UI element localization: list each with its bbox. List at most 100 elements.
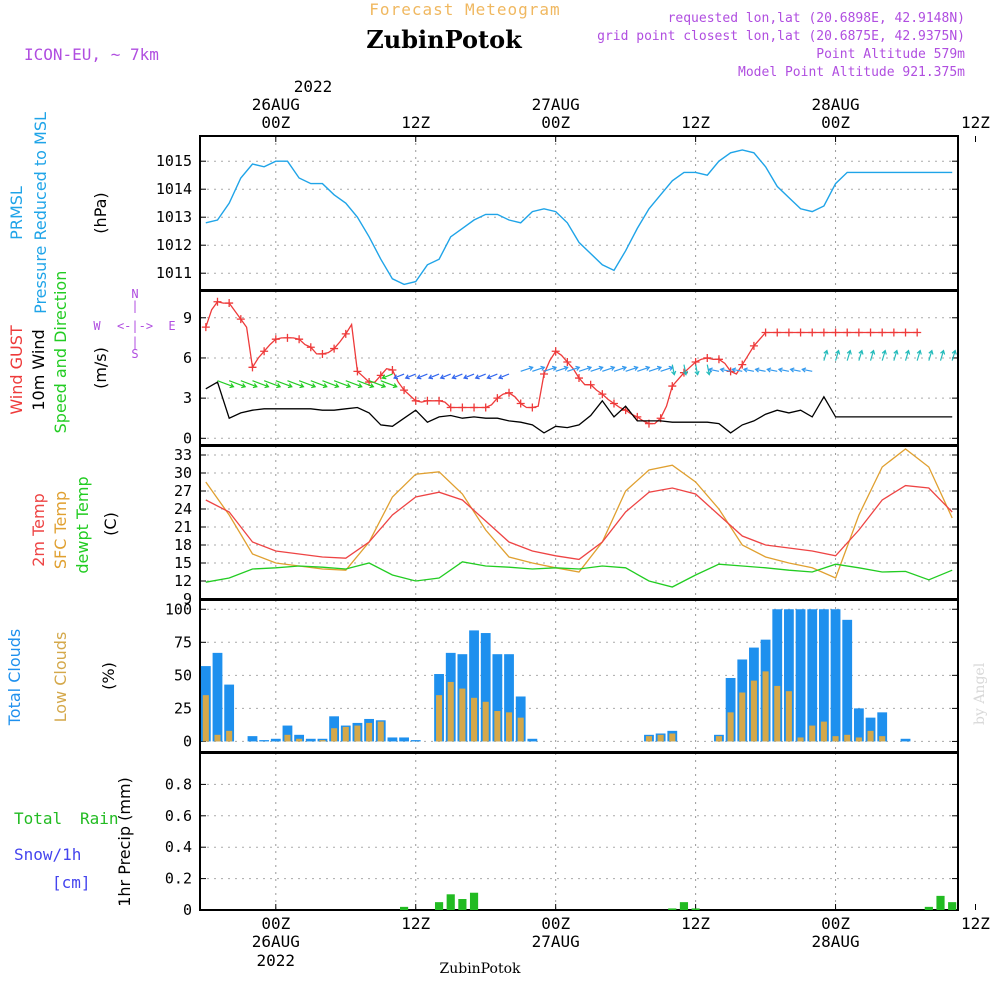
rain-bar [936, 895, 945, 910]
arrow-head [540, 365, 546, 371]
dew-label: dewpt Temp [73, 476, 92, 573]
arrow-shaft [578, 366, 592, 372]
low-cloud-bar [226, 730, 233, 742]
gust-marker [481, 403, 490, 412]
arrow-head [416, 374, 422, 380]
gust-marker [854, 328, 863, 337]
low-cloud-bar [715, 736, 722, 742]
top-time-label: 00Z [261, 113, 290, 132]
temp-tick-label: 15 [174, 554, 192, 572]
bottom-time-label: 00Z [541, 914, 570, 933]
arrow-shaft [708, 368, 720, 372]
arrow-shaft [602, 366, 615, 372]
product-title: Forecast Meteogram [369, 0, 560, 19]
gust-marker [796, 328, 805, 337]
total-cloud-bar [795, 609, 806, 742]
gust-marker [563, 357, 572, 366]
watermark: by Angel [972, 662, 988, 725]
low-cloud-bar [447, 681, 454, 742]
gust-marker [598, 390, 607, 399]
arrow-shaft [720, 368, 731, 372]
bottom-time-label: 12Z [961, 914, 990, 933]
pressure-tick-label: 1014 [156, 180, 192, 198]
arrow-head [229, 383, 235, 389]
bottom-time-label: 12Z [401, 914, 430, 933]
arrow-head [276, 383, 282, 389]
wind-direction-arrow [789, 367, 801, 373]
arrow-head [551, 365, 558, 371]
gust-marker [516, 399, 525, 408]
arrow-shaft [683, 364, 687, 375]
arrow-head [754, 367, 760, 373]
wind-direction-arrow [682, 364, 688, 376]
top-time-label: 00Z [541, 113, 570, 132]
gust-marker [913, 328, 922, 337]
arrow-head [858, 349, 864, 355]
arrow-shaft [380, 380, 397, 388]
low-cloud-bar [482, 701, 489, 742]
total-cloud-bar [527, 738, 538, 742]
low-cloud-bar [727, 712, 734, 742]
arrow-head [381, 383, 387, 389]
arrow-shaft [252, 380, 269, 388]
arrow-shaft [648, 366, 662, 372]
top-date-label: 28AUG [811, 95, 859, 114]
arrow-shaft [951, 350, 956, 361]
low-cloud-bar [202, 695, 209, 742]
arrow-head [671, 370, 677, 376]
wind-direction-arrow [939, 349, 946, 361]
arrow-shaft [393, 373, 405, 379]
gust-marker [376, 371, 385, 380]
arrow-head [241, 383, 247, 389]
wind-direction-arrow [333, 380, 352, 389]
total-cloud-bar [294, 734, 305, 742]
low-cloud-bar [494, 711, 501, 742]
temp-tick-label: 12 [174, 572, 192, 590]
gust-marker [271, 335, 280, 344]
gust-marker [330, 344, 339, 353]
arrow-head [451, 374, 457, 380]
wind-direction-arrow [648, 365, 663, 372]
low-cloud-bar [762, 671, 769, 742]
arrow-head [252, 383, 258, 389]
arrow-shaft [823, 350, 828, 361]
arrow-head [392, 383, 398, 389]
wind-direction-arrow [719, 367, 731, 373]
top-time-label: 00Z [821, 113, 850, 132]
arrow-shaft [706, 364, 710, 375]
gust-marker [306, 343, 315, 352]
arrow-head [586, 365, 593, 371]
arrow-shaft [846, 350, 851, 361]
gust-marker [400, 386, 409, 395]
wind-direction-arrow [217, 380, 235, 389]
gust-marker [493, 394, 502, 403]
arrow-head [311, 383, 317, 389]
gust-marker [703, 353, 712, 362]
low-cloud-bar [319, 740, 326, 742]
arrow-head [706, 370, 712, 376]
arrow-shaft [743, 368, 755, 372]
wind-unit: (m/s) [91, 347, 110, 389]
pressure-tick-label: 1011 [156, 264, 192, 282]
wind-direction-arrow [858, 349, 864, 361]
low-cloud-bar [436, 695, 443, 742]
temp-tick-label: 9 [183, 590, 192, 608]
wind-direction-arrow [381, 373, 393, 380]
arrow-head [439, 374, 445, 380]
arrow-head [463, 374, 469, 380]
arrow-shaft [778, 368, 790, 372]
wind-direction-arrow [893, 349, 899, 361]
arrow-head [299, 383, 305, 389]
top-time-label: 12Z [401, 113, 430, 132]
low-cloud-bar [214, 734, 221, 742]
arrow-head [357, 383, 363, 389]
low-cloud-bar [844, 734, 851, 742]
arrow-shaft [916, 350, 921, 361]
snow-unit: [cm] [52, 873, 91, 892]
compass-s: S [131, 347, 138, 361]
location-title: ZubinPotok [366, 25, 523, 54]
arrow-shaft [357, 380, 374, 388]
low-cloud-bar [471, 697, 478, 742]
arrow-head [287, 383, 293, 389]
gust-marker [411, 396, 420, 405]
